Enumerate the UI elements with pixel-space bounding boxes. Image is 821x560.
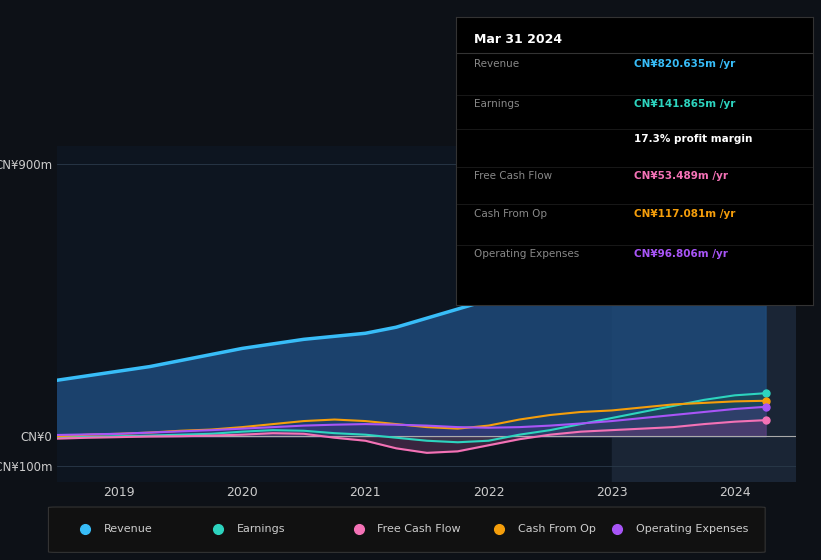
Text: Earnings: Earnings [237, 524, 286, 534]
Text: CN¥820.635m /yr: CN¥820.635m /yr [635, 59, 736, 69]
Text: CN¥96.806m /yr: CN¥96.806m /yr [635, 249, 728, 259]
Text: Revenue: Revenue [474, 59, 519, 69]
Text: Operating Expenses: Operating Expenses [474, 249, 579, 259]
Text: Cash From Op: Cash From Op [474, 208, 547, 218]
Text: CN¥53.489m /yr: CN¥53.489m /yr [635, 171, 728, 181]
FancyBboxPatch shape [48, 507, 765, 552]
Text: Free Cash Flow: Free Cash Flow [474, 171, 552, 181]
Text: Mar 31 2024: Mar 31 2024 [474, 32, 562, 46]
Text: Operating Expenses: Operating Expenses [636, 524, 748, 534]
Text: Revenue: Revenue [103, 524, 153, 534]
Bar [612, 146, 796, 482]
Text: Earnings: Earnings [474, 99, 519, 109]
Text: 17.3% profit margin: 17.3% profit margin [635, 134, 753, 143]
Text: CN¥117.081m /yr: CN¥117.081m /yr [635, 208, 736, 218]
Text: Free Cash Flow: Free Cash Flow [378, 524, 461, 534]
Text: Cash From Op: Cash From Op [518, 524, 595, 534]
Text: CN¥141.865m /yr: CN¥141.865m /yr [635, 99, 736, 109]
